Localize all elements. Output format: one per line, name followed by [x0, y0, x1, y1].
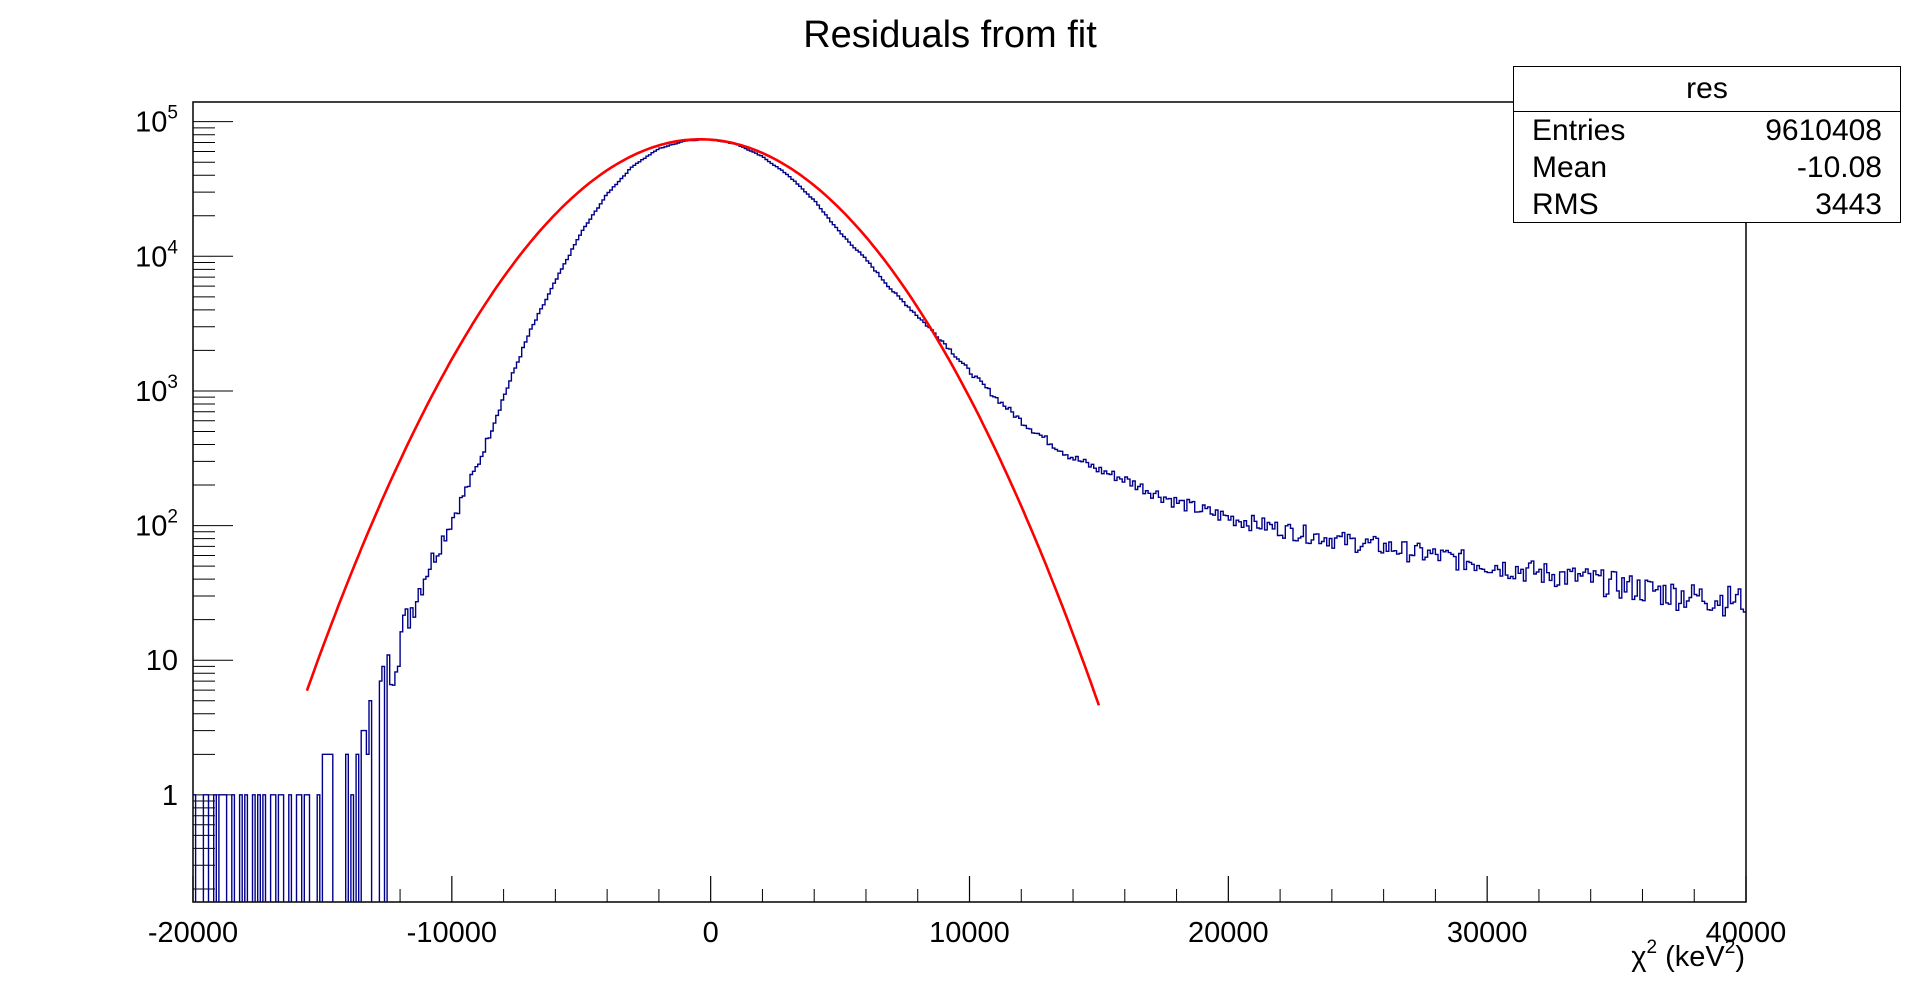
- stats-label: Entries: [1532, 114, 1626, 147]
- stats-value: 3443: [1815, 188, 1882, 221]
- x-tick-label: 30000: [1447, 917, 1528, 949]
- y-axis: 1 10 102 103 104 105: [135, 103, 233, 890]
- stats-label: RMS: [1532, 188, 1599, 221]
- x-tick-label: 10000: [929, 917, 1010, 949]
- stats-value: -10.08: [1796, 151, 1882, 184]
- stats-row-mean: Mean -10.08: [1514, 149, 1900, 186]
- y-tick-label: 103: [135, 372, 178, 408]
- x-tick-label: -10000: [407, 917, 497, 949]
- x-tick-label: 40000: [1706, 917, 1787, 949]
- stats-row-rms: RMS 3443: [1514, 186, 1900, 223]
- stats-title: res: [1514, 67, 1900, 112]
- x-axis: -20000 -10000 0 10000 20000 30000 40000: [148, 876, 1786, 949]
- x-tick-label: -20000: [148, 917, 238, 949]
- x-axis-label: χ2 (keV2): [1631, 937, 1745, 973]
- stats-box: res Entries 9610408 Mean -10.08 RMS 3443: [1513, 66, 1901, 223]
- x-tick-label: 0: [703, 917, 719, 949]
- stats-row-entries: Entries 9610408: [1514, 112, 1900, 149]
- y-tick-label: 104: [135, 237, 178, 273]
- data-area: [193, 138, 1746, 902]
- fit-curve: [305, 138, 1101, 706]
- chart-title: Residuals from fit: [803, 14, 1097, 56]
- stats-label: Mean: [1532, 151, 1608, 184]
- y-tick-label: 10: [146, 645, 178, 677]
- histogram-series: [193, 138, 1746, 902]
- y-tick-label: 1: [162, 780, 178, 812]
- stats-value: 9610408: [1765, 114, 1882, 147]
- x-tick-label: 20000: [1188, 917, 1269, 949]
- y-tick-label: 105: [135, 103, 178, 139]
- y-tick-label: 102: [135, 507, 178, 543]
